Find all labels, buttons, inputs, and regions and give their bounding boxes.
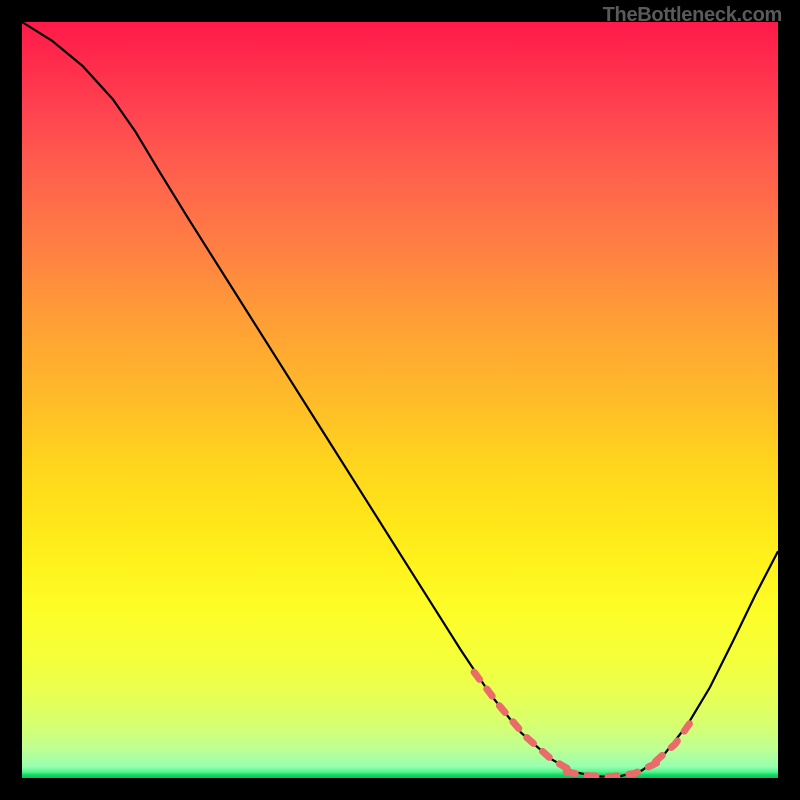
main-curve-line bbox=[22, 22, 778, 776]
dotted-overlay-group bbox=[474, 672, 695, 776]
plot-area bbox=[22, 22, 778, 778]
watermark-text: TheBottleneck.com bbox=[603, 4, 782, 27]
dotted-segment-0 bbox=[474, 672, 571, 770]
dotted-segment-2 bbox=[656, 716, 695, 761]
curve-svg bbox=[22, 22, 778, 778]
